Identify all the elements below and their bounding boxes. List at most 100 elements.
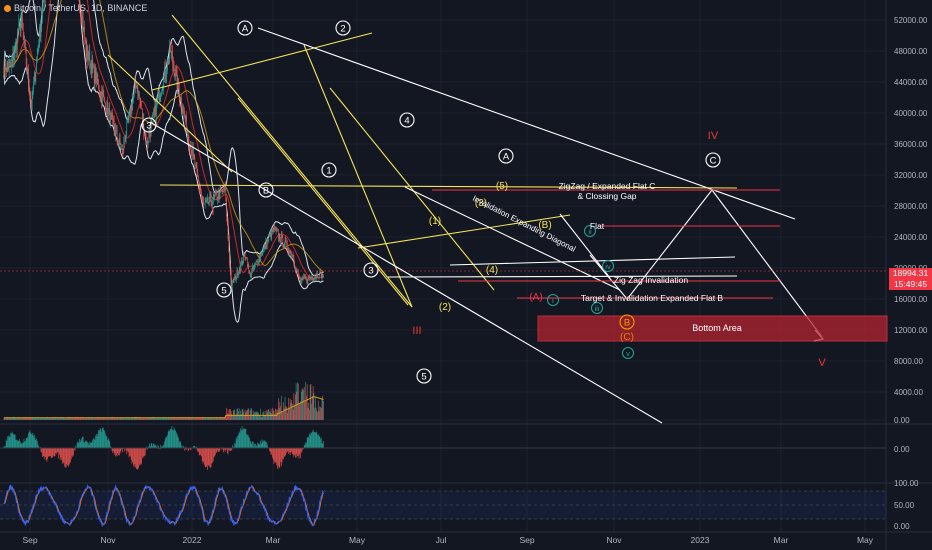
wave-label-b: B xyxy=(263,185,269,196)
oscillator-bar xyxy=(125,448,127,451)
volume-bar xyxy=(42,417,43,420)
oscillator-bar xyxy=(178,442,180,448)
volume-bar xyxy=(208,417,210,420)
oscillator-bar xyxy=(144,448,145,457)
oscillator-bar xyxy=(53,448,54,456)
volume-bar xyxy=(91,417,93,420)
oscillator-bar xyxy=(300,448,301,459)
candle-body xyxy=(14,54,15,61)
oscillator-bar xyxy=(242,430,244,448)
oscillator-bar xyxy=(263,440,265,448)
volume-bar xyxy=(14,416,15,420)
volume-bar xyxy=(167,417,168,420)
volume-bar xyxy=(43,417,45,420)
volume-bar xyxy=(56,417,57,420)
volume-bar xyxy=(217,417,219,420)
volume-bar xyxy=(78,416,80,420)
volume-bar xyxy=(82,416,83,420)
volume-bar xyxy=(89,417,91,420)
oscillator-bar xyxy=(241,430,242,448)
volume-bar xyxy=(24,417,26,420)
candle-body xyxy=(217,198,219,200)
oscillator-bar xyxy=(170,429,172,448)
volume-bar xyxy=(45,417,46,420)
volume-bar xyxy=(160,417,162,420)
volume-bar xyxy=(178,417,179,420)
time-axis-label: Mar xyxy=(774,535,789,545)
oscillator-bar xyxy=(130,448,132,460)
volume-bar xyxy=(92,417,94,420)
candle-body xyxy=(212,201,213,205)
candle-body xyxy=(257,260,258,264)
oscillator-bar xyxy=(48,448,49,457)
candle-body xyxy=(152,114,153,119)
candle-body xyxy=(159,97,161,103)
oscillator-bar xyxy=(290,448,292,453)
candle-body xyxy=(107,109,109,117)
oscillator-bar xyxy=(102,427,103,448)
oscillator-bar xyxy=(205,448,207,467)
volume-bar xyxy=(147,417,149,420)
oscillator-bar xyxy=(92,439,94,448)
candle-body xyxy=(41,18,43,25)
candle-body xyxy=(153,111,154,115)
volume-bar xyxy=(287,407,289,420)
price-axis-label: 4000.00 xyxy=(894,388,923,397)
oscillator-bar xyxy=(204,448,206,468)
volume-bar xyxy=(140,417,142,420)
oscillator-bar xyxy=(128,448,130,458)
oscillator-bar xyxy=(65,448,66,468)
volume-bar xyxy=(11,417,12,420)
candle-body xyxy=(306,277,307,282)
candle-body xyxy=(17,34,19,35)
oscillator-bar xyxy=(183,446,185,448)
minor-wave-label: i xyxy=(552,296,554,305)
volume-bar xyxy=(65,417,66,420)
volume-bar xyxy=(284,396,286,420)
oscillator-bar xyxy=(112,448,114,453)
candle-body xyxy=(287,249,289,252)
volume-bar xyxy=(60,416,62,420)
oscillator-bar xyxy=(138,448,139,469)
oscillator-bar xyxy=(45,448,46,457)
oscillator-bar xyxy=(179,440,181,448)
oscillator-bar xyxy=(295,448,297,455)
candle-body xyxy=(195,163,197,166)
candle-body xyxy=(172,52,173,64)
volume-bar xyxy=(314,397,316,420)
volume-bar xyxy=(281,412,283,420)
oscillator-bar xyxy=(96,436,98,448)
oscillator-bar xyxy=(243,428,244,448)
oscillator-bar xyxy=(317,434,319,448)
oscillator-bar xyxy=(224,448,225,450)
candle-body xyxy=(263,247,264,250)
volume-bar xyxy=(63,417,65,420)
volume-bar xyxy=(74,417,76,420)
candle-body xyxy=(187,131,188,134)
volume-bar xyxy=(109,417,111,420)
volume-bar xyxy=(56,417,58,420)
volume-bar xyxy=(278,398,279,420)
oscillator-bar xyxy=(285,448,287,456)
oscillator-bar xyxy=(281,448,283,463)
candle-body xyxy=(173,63,174,67)
candle-body xyxy=(201,195,203,199)
candle-body xyxy=(150,122,152,136)
volume-bar xyxy=(283,408,285,420)
oscillator-bar xyxy=(251,443,253,448)
oscillator-bar xyxy=(160,444,162,448)
volume-bar xyxy=(310,384,312,420)
bottom-area-zone xyxy=(537,315,888,342)
candle-body xyxy=(220,189,221,191)
oscillator-bar xyxy=(225,448,227,450)
oscillator-bar xyxy=(124,448,125,452)
oscillator-bar xyxy=(265,442,267,448)
oscillator-bar xyxy=(228,448,230,450)
volume-bar xyxy=(113,417,115,420)
candle-body xyxy=(234,275,236,279)
volume-bar xyxy=(308,402,310,420)
volume-bar xyxy=(192,417,194,420)
oscillator-bar xyxy=(215,448,216,455)
volume-bar xyxy=(260,408,261,420)
candle-body xyxy=(180,97,182,101)
